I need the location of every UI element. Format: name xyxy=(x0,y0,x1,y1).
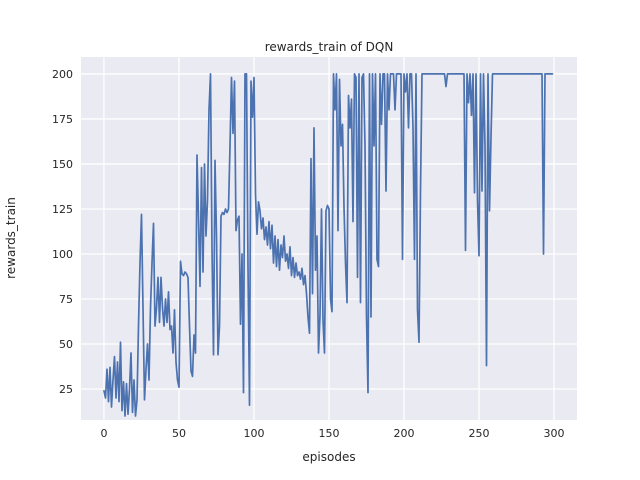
x-tick-label: 0 xyxy=(100,427,107,440)
y-tick-label: 150 xyxy=(52,158,73,171)
chart-title: rewards_train of DQN xyxy=(264,40,394,54)
x-tick-label: 200 xyxy=(394,427,415,440)
rewards-line xyxy=(103,73,554,417)
x-tick-label: 50 xyxy=(172,427,186,440)
y-tick-label: 100 xyxy=(52,248,73,261)
y-tick-label: 175 xyxy=(52,113,73,126)
y-tick-label: 125 xyxy=(52,203,73,216)
y-tick-label: 50 xyxy=(59,338,73,351)
x-axis-label: episodes xyxy=(302,450,356,464)
y-tick-label: 25 xyxy=(59,383,73,396)
x-tick-label: 250 xyxy=(469,427,490,440)
y-axis-label: rewards_train xyxy=(4,197,18,279)
x-tick-label: 100 xyxy=(243,427,264,440)
y-tick-label: 200 xyxy=(52,68,73,81)
x-tick-label: 300 xyxy=(544,427,565,440)
x-tick-label: 150 xyxy=(319,427,340,440)
y-tick-label: 75 xyxy=(59,293,73,306)
